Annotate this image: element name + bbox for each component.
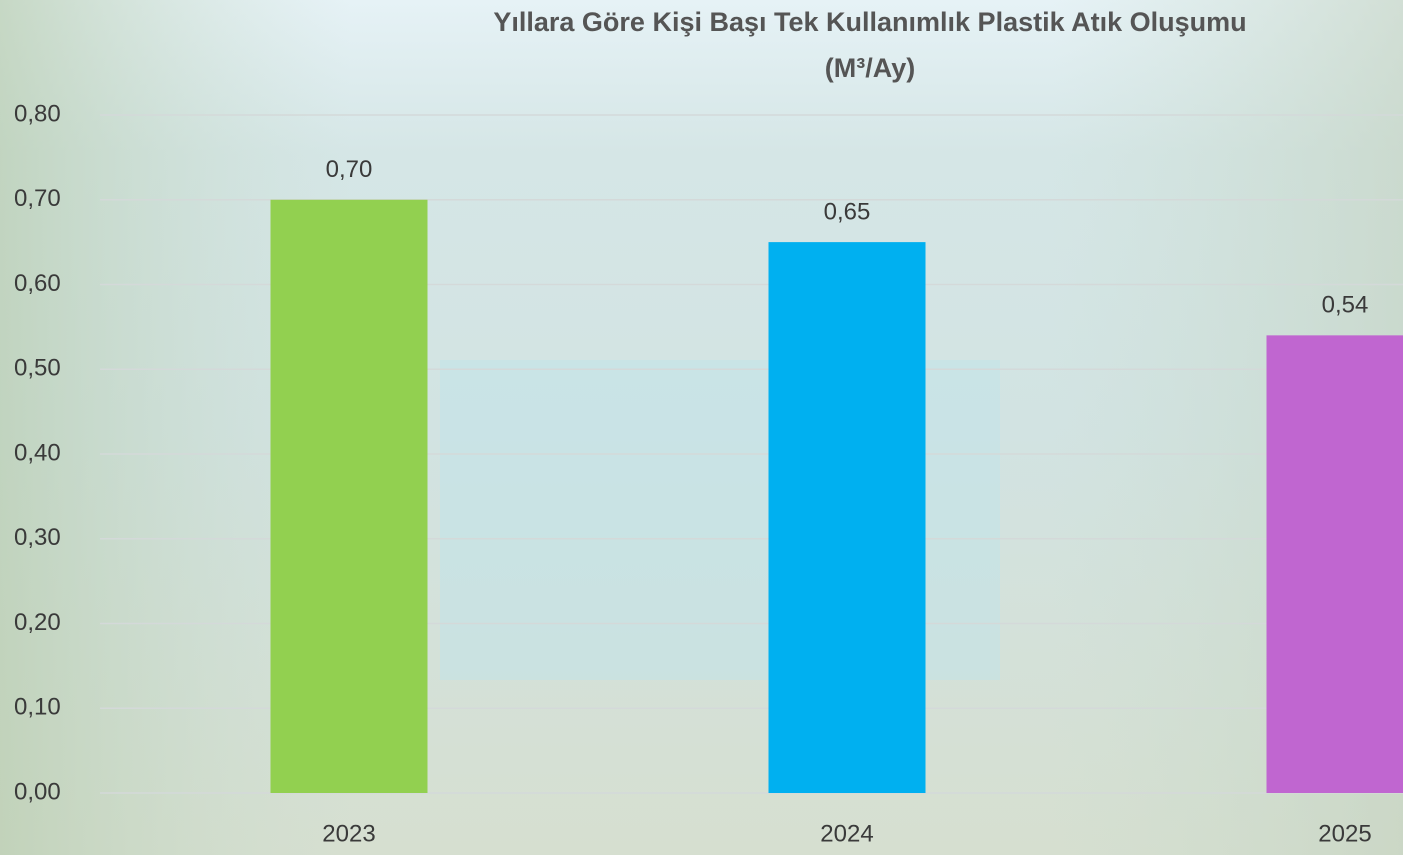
y-tick-label: 0,60 bbox=[14, 270, 61, 297]
y-tick-label: 0,80 bbox=[14, 100, 61, 127]
chart-subtitle: (M³/Ay) bbox=[825, 53, 915, 83]
value-label: 0,54 bbox=[1322, 292, 1369, 319]
x-tick-label: 2023 bbox=[322, 820, 375, 847]
chart-title: Yıllara Göre Kişi Başı Tek Kullanımlık P… bbox=[493, 7, 1246, 37]
y-tick-label: 0,40 bbox=[14, 439, 61, 466]
bar bbox=[1266, 335, 1403, 793]
y-tick-label: 0,10 bbox=[14, 694, 61, 721]
bar bbox=[270, 199, 428, 793]
y-tick-label: 0,50 bbox=[14, 355, 61, 382]
x-tick-label: 2025 bbox=[1318, 820, 1371, 847]
x-tick-label: 2024 bbox=[820, 820, 873, 847]
y-tick-label: 0,00 bbox=[14, 778, 61, 805]
y-tick-label: 0,30 bbox=[14, 524, 61, 551]
value-label: 0,70 bbox=[326, 156, 373, 183]
bar bbox=[768, 242, 926, 793]
y-tick-label: 0,70 bbox=[14, 185, 61, 212]
y-tick-label: 0,20 bbox=[14, 609, 61, 636]
value-label: 0,65 bbox=[824, 198, 871, 225]
